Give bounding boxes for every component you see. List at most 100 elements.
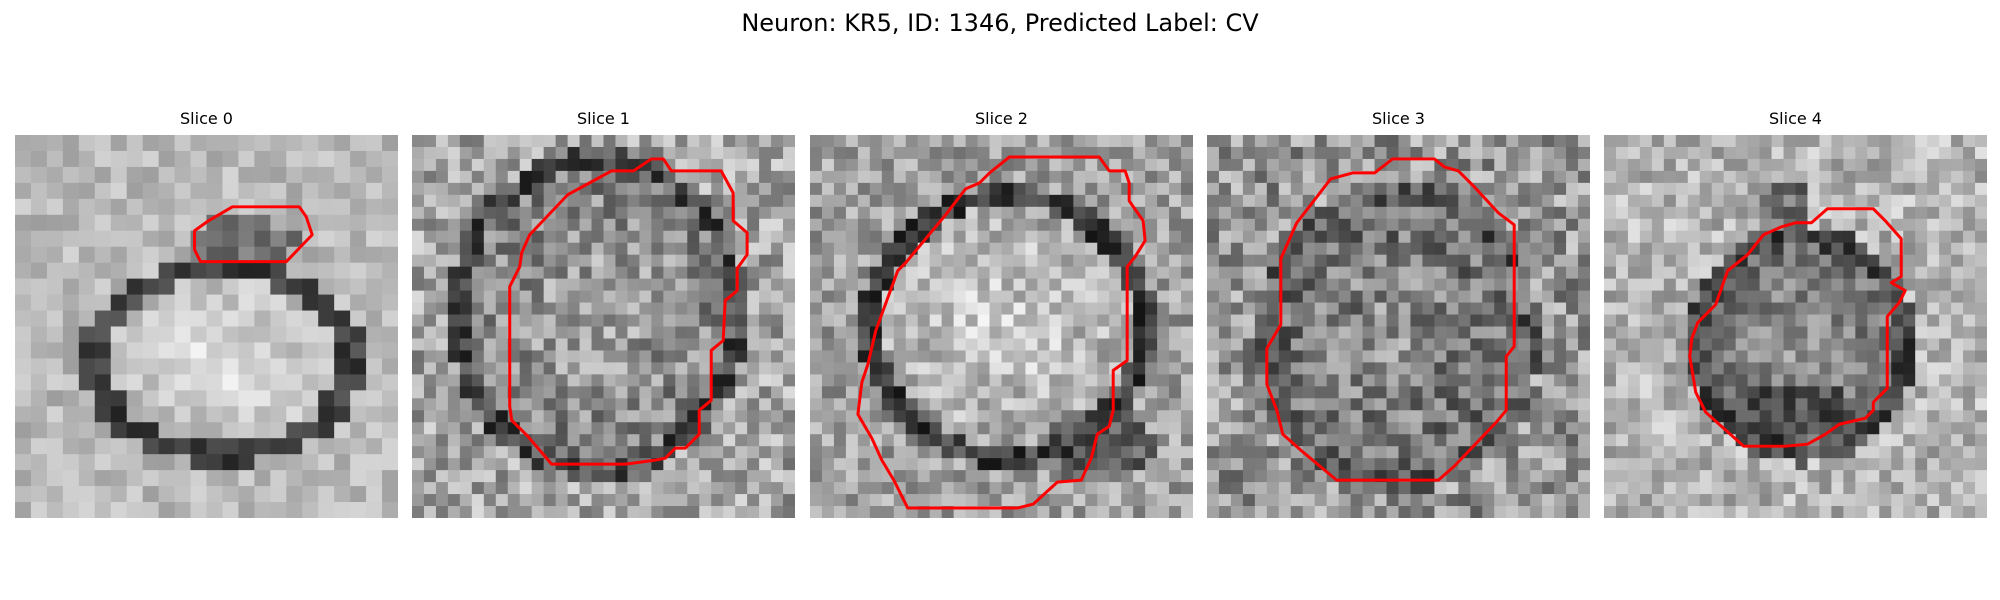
image-pixel (1604, 230, 1617, 244)
image-pixel (1506, 135, 1519, 148)
image-pixel (1025, 386, 1039, 399)
image-pixel (238, 262, 255, 280)
image-pixel (651, 410, 664, 423)
image-pixel (1278, 135, 1292, 148)
image-pixel (1963, 266, 1976, 280)
image-pixel (1326, 230, 1340, 244)
image-pixel (206, 358, 224, 375)
image-pixel (1181, 386, 1193, 399)
image-pixel (591, 254, 605, 268)
image-pixel (1398, 338, 1412, 352)
image-pixel (495, 362, 509, 375)
image-pixel (1855, 170, 1868, 184)
image-pixel (1350, 326, 1364, 340)
image-pixel (1278, 170, 1292, 184)
image-pixel (1783, 242, 1797, 256)
image-pixel (917, 434, 931, 447)
image-pixel (711, 230, 724, 244)
image-pixel (1061, 278, 1074, 292)
image-pixel (158, 406, 176, 423)
image-pixel (1314, 446, 1328, 459)
image-pixel (447, 470, 461, 483)
image-pixel (507, 146, 521, 160)
image-pixel (893, 398, 907, 411)
image-pixel (1506, 386, 1519, 399)
image-pixel (555, 218, 569, 232)
image-pixel (1615, 494, 1629, 507)
image-pixel (1639, 278, 1653, 292)
image-pixel (1651, 170, 1665, 184)
image-pixel (543, 302, 557, 316)
image-pixel (941, 410, 955, 423)
image-pixel (627, 314, 641, 328)
image-pixel (1615, 135, 1629, 148)
image-pixel (845, 254, 859, 268)
image-pixel (1218, 398, 1232, 411)
image-pixel (1518, 266, 1531, 280)
image-pixel (1230, 182, 1244, 196)
image-pixel (1951, 374, 1964, 387)
image-pixel (1939, 254, 1952, 268)
image-pixel (929, 194, 943, 208)
image-pixel (1843, 170, 1856, 184)
image-pixel (270, 422, 287, 439)
image-pixel (759, 482, 772, 495)
image-pixel (1362, 206, 1376, 220)
image-pixel (1759, 206, 1773, 220)
image-pixel (1639, 434, 1653, 447)
image-pixel (1049, 350, 1062, 364)
image-pixel (1615, 470, 1629, 483)
image-pixel (893, 410, 907, 423)
image-pixel (977, 506, 991, 518)
image-pixel (1530, 170, 1543, 184)
image-pixel (1025, 135, 1039, 148)
image-pixel (881, 398, 895, 411)
image-pixel (1207, 170, 1220, 184)
image-pixel (1759, 338, 1773, 352)
image-pixel (1963, 158, 1976, 172)
image-pixel (723, 278, 736, 292)
image-pixel (1025, 326, 1039, 340)
image-pixel (1855, 242, 1868, 256)
image-pixel (711, 470, 724, 483)
image-pixel (1109, 326, 1122, 340)
image-pixel (1542, 194, 1555, 208)
image-pixel (1061, 266, 1074, 280)
image-pixel (651, 278, 664, 292)
image-pixel (1639, 374, 1653, 387)
image-pixel (435, 314, 449, 328)
image-pixel (1181, 434, 1193, 447)
image-pixel (459, 470, 473, 483)
image-pixel (1350, 218, 1364, 232)
image-pixel (1025, 254, 1039, 268)
image-pixel (735, 206, 748, 220)
image-pixel (270, 406, 287, 423)
image-pixel (158, 486, 176, 503)
image-pixel (1350, 494, 1364, 507)
image-pixel (1711, 135, 1725, 148)
image-pixel (1554, 458, 1567, 471)
image-pixel (1903, 506, 1916, 518)
image-pixel (591, 158, 605, 172)
image-pixel (1169, 494, 1182, 507)
image-pixel (174, 390, 192, 407)
image-pixel (759, 470, 772, 483)
image-pixel (1831, 458, 1844, 471)
image-pixel (639, 470, 652, 483)
image-pixel (435, 434, 449, 447)
image-pixel (206, 502, 224, 518)
image-pixel (1157, 146, 1170, 160)
image-pixel (735, 350, 748, 364)
image-pixel (675, 482, 688, 495)
image-pixel (845, 194, 859, 208)
image-pixel (1278, 446, 1292, 459)
image-pixel (447, 158, 461, 172)
image-pixel (591, 338, 605, 352)
image-pixel (1278, 362, 1292, 375)
image-pixel (579, 446, 593, 459)
image-pixel (110, 246, 128, 264)
image-pixel (302, 358, 319, 375)
image-pixel (639, 218, 652, 232)
image-pixel (1218, 182, 1232, 196)
image-pixel (1542, 302, 1555, 316)
